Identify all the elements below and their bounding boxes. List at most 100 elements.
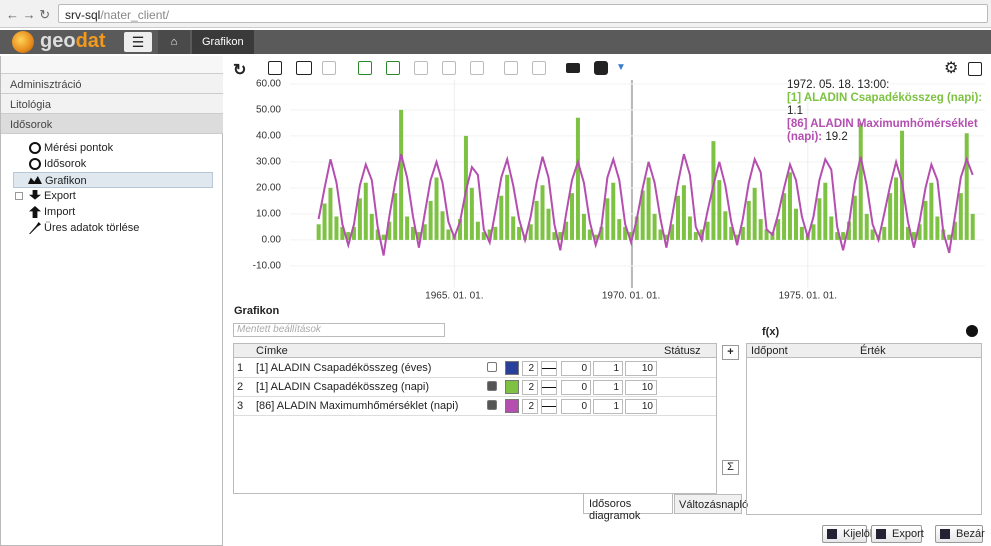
visible-checkbox[interactable] (487, 400, 497, 410)
logo-text: dat (75, 30, 106, 52)
line-style[interactable] (541, 399, 557, 414)
logo-icon (12, 31, 34, 53)
expander[interactable] (15, 192, 23, 200)
table-header (747, 344, 981, 358)
offset[interactable]: 0 (561, 361, 591, 376)
tab[interactable]: Változásnapló (674, 494, 748, 514)
scale[interactable]: 1 (593, 361, 623, 376)
logo-text: geo (40, 30, 76, 52)
column-header[interactable]: Időpont (751, 345, 788, 357)
tool-button[interactable] (322, 61, 336, 75)
sidebar-top (1, 56, 223, 74)
add-button[interactable]: + (722, 345, 739, 360)
sidebar-item[interactable]: Grafikon (13, 172, 213, 188)
settings-button[interactable]: ⚙ (944, 60, 959, 77)
sidebar-item[interactable]: Üres adatok törlése (44, 222, 140, 234)
column-header[interactable]: Címke (256, 345, 288, 357)
table-row[interactable]: 1 [1] ALADIN Csapadékösszeg (éves) 2 0 1 10 (234, 359, 716, 378)
tooltip-entry: [1] ALADIN Csapadékösszeg (napi): 1.1 (787, 92, 983, 118)
sidebar-item[interactable]: Mérési pontok (44, 142, 114, 154)
line-style[interactable] (541, 361, 557, 376)
sidebar-section[interactable]: Adminisztráció (1, 74, 223, 94)
y-tick-label: 40.00 (256, 131, 281, 142)
scale[interactable]: 1 (593, 399, 623, 414)
tool-button[interactable] (470, 61, 484, 75)
size[interactable]: 10 (625, 380, 657, 395)
breadcrumb[interactable]: Grafikon (192, 30, 254, 54)
line-width[interactable]: 2 (522, 399, 538, 414)
select-button[interactable]: Kijelöl (822, 525, 872, 543)
tool-button[interactable] (442, 61, 456, 75)
line-style[interactable] (541, 380, 557, 395)
close-button[interactable]: Bezár (935, 525, 985, 543)
tab[interactable]: Idősoros diagramok (583, 494, 673, 522)
tool-button[interactable] (386, 61, 400, 75)
color-swatch[interactable] (505, 361, 519, 375)
sidebar-section[interactable]: Idősorok (1, 114, 223, 134)
y-tick-label: 10.00 (256, 209, 281, 220)
browser-bar: ← → ↻ srv-sql/nater_client/ (0, 0, 991, 28)
size[interactable]: 10 (625, 361, 657, 376)
sum-button[interactable]: Σ (722, 460, 739, 475)
y-tick-label: 20.00 (256, 183, 281, 194)
size[interactable]: 10 (625, 399, 657, 414)
table-row[interactable]: 3 [86] ALADIN Maximumhőmérséklet (napi) 2 0… (234, 397, 716, 416)
menu-button[interactable]: ☰ (124, 32, 152, 52)
tool-button[interactable] (268, 61, 282, 75)
line-width[interactable]: 2 (522, 380, 538, 395)
saved-settings[interactable]: Mentett beállítások (233, 323, 445, 337)
icon (29, 190, 41, 200)
offset[interactable]: 0 (561, 399, 591, 414)
tool-button[interactable] (504, 61, 518, 75)
row-label: [86] ALADIN Maximumhőmérséklet (napi) (256, 400, 459, 412)
app-header: geodat ☰ ⌂ Grafikon (0, 30, 991, 54)
url-host: srv-sql (65, 8, 101, 22)
color-swatch[interactable] (505, 399, 519, 413)
table-row[interactable]: 2 [1] ALADIN Csapadékösszeg (napi) 2 0 1 10 (234, 378, 716, 397)
x-tick-label: 1965. 01. 01. (425, 291, 483, 302)
fx-label: f(x) (762, 326, 780, 338)
collapse-button[interactable] (966, 325, 978, 337)
row-index: 2 (237, 381, 244, 393)
x-tick-label: 1970. 01. 01. (602, 291, 660, 302)
line-width[interactable]: 2 (522, 361, 538, 376)
color-swatch[interactable] (505, 380, 519, 394)
sidebar-section[interactable]: Litológia (1, 94, 223, 114)
sidebar-item[interactable]: Idősorok (44, 158, 87, 170)
visible-checkbox[interactable] (487, 381, 497, 391)
window-button[interactable] (968, 62, 982, 76)
home-button[interactable]: ⌂ (158, 30, 190, 54)
row-index: 3 (237, 400, 244, 412)
tool-button[interactable] (414, 61, 428, 75)
tooltip-entry: [86] ALADIN Maximumhőmérséklet (napi): 1… (787, 118, 983, 144)
dropdown[interactable]: ▼ (616, 62, 626, 73)
tooltip: 1972. 05. 18. 13:00: [1] ALADIN Csapadék… (787, 79, 983, 144)
tooltip-label: [1] ALADIN Csapadékösszeg (napi): (787, 92, 983, 104)
tool-button[interactable] (358, 61, 372, 75)
sidebar-item[interactable]: Export (44, 190, 76, 202)
y-tick-label: 30.00 (256, 157, 281, 168)
tool-button[interactable] (532, 61, 546, 75)
visible-checkbox[interactable] (487, 362, 497, 372)
y-tick-label: 50.00 (256, 105, 281, 116)
logo: geodat (40, 30, 106, 53)
column-header[interactable]: Érték (860, 345, 886, 357)
refresh-button[interactable]: ↻ (233, 62, 247, 79)
tooltip-time: 1972. 05. 18. 13:00: (787, 79, 890, 91)
url-path: /nater_client/ (100, 8, 170, 22)
address-bar[interactable]: srv-sql/nater_client/ (58, 4, 988, 23)
icon (29, 142, 41, 154)
export-button[interactable]: Export (871, 525, 924, 543)
offset[interactable]: 0 (561, 380, 591, 395)
chart: -10.00 0.00 10.00 20.00 30.00 40.00 50.00 60.00… (253, 79, 985, 302)
tool-button[interactable] (296, 61, 312, 75)
sidebar-item[interactable]: Import (44, 206, 76, 218)
tooltip-label: [86] ALADIN Maximumhőmérséklet (napi): (787, 118, 978, 143)
scale[interactable]: 1 (593, 380, 623, 395)
column-header[interactable]: Státusz (664, 345, 701, 357)
nav-buttons[interactable]: ← → ↻ (6, 7, 51, 22)
row-label: [1] ALADIN Csapadékösszeg (napi) (256, 381, 430, 393)
camera-button[interactable] (594, 61, 608, 75)
print-button[interactable] (566, 63, 580, 73)
